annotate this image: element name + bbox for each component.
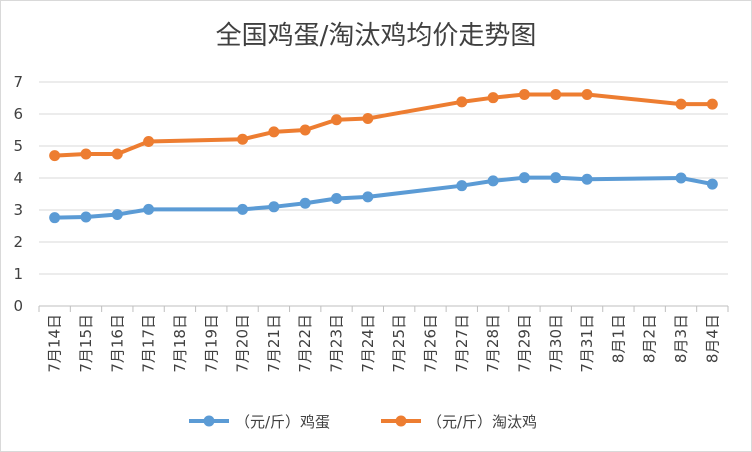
x-tick-label: 8月3日 — [672, 314, 690, 363]
x-tick-label: 7月15日 — [77, 314, 95, 373]
legend-label: （元/斤）鸡蛋 — [235, 413, 330, 431]
x-tick-label: 7月22日 — [296, 314, 314, 373]
data-point — [80, 148, 92, 160]
y-tick-label: 5 — [13, 137, 23, 155]
data-point — [362, 191, 374, 203]
data-point — [49, 150, 61, 162]
data-point — [331, 114, 343, 126]
x-tick-label: 7月18日 — [171, 314, 189, 373]
series-line — [52, 175, 715, 220]
x-tick-label: 7月23日 — [328, 314, 346, 373]
data-point — [237, 133, 249, 145]
x-tick-label: 7月27日 — [453, 314, 471, 373]
y-tick-label: 0 — [13, 297, 23, 315]
data-point — [143, 203, 155, 215]
y-tick-label: 3 — [13, 201, 23, 219]
x-tick-label: 7月24日 — [359, 314, 377, 373]
y-tick-label: 1 — [13, 265, 23, 283]
x-tick-label: 7月14日 — [46, 314, 64, 373]
x-tick-label: 8月1日 — [609, 314, 627, 363]
legend: （元/斤）鸡蛋 （元/斤）淘汰鸡 — [189, 413, 537, 431]
y-axis-labels: 0 1 2 3 4 5 6 7 — [13, 73, 23, 315]
series-1 — [49, 172, 718, 224]
data-point — [487, 92, 499, 104]
x-tick-label: 7月19日 — [202, 314, 220, 373]
x-tick-label: 8月2日 — [641, 314, 659, 363]
x-tick-label: 7月26日 — [421, 314, 439, 373]
x-tick-label: 8月4日 — [703, 314, 721, 363]
data-point — [49, 212, 61, 224]
data-point — [268, 201, 280, 213]
data-point — [706, 98, 718, 110]
data-point — [706, 178, 718, 190]
data-point — [111, 208, 123, 220]
chart-title: 全国鸡蛋/淘汰鸡均价走势图 — [216, 21, 537, 51]
data-point — [518, 88, 530, 100]
series-lines — [49, 88, 718, 224]
data-point — [268, 126, 280, 138]
legend-marker — [203, 415, 215, 427]
y-tick-label: 4 — [13, 169, 23, 187]
y-tick-label: 2 — [13, 233, 23, 251]
data-point — [299, 197, 311, 209]
y-tick-label: 7 — [13, 73, 23, 91]
x-tick-label: 7月21日 — [265, 314, 283, 373]
legend-entry: （元/斤）鸡蛋 — [189, 413, 330, 431]
x-tick-label: 7月20日 — [234, 314, 252, 373]
x-tick-label: 7月30日 — [547, 314, 565, 373]
legend-marker — [395, 415, 407, 427]
legend-label: （元/斤）淘汰鸡 — [427, 413, 537, 431]
y-tick-label: 6 — [13, 105, 23, 123]
data-point — [299, 124, 311, 136]
data-point — [111, 148, 123, 160]
x-tick-label: 7月29日 — [515, 314, 533, 373]
data-point — [456, 96, 468, 108]
data-point — [675, 172, 687, 184]
x-tick-label: 7月25日 — [390, 314, 408, 373]
data-point — [550, 88, 562, 100]
x-axis: 7月14日 7月15日 7月16日 7月17日 7月18日 7月19日 7月20日 7月21日… — [38, 306, 729, 373]
data-point — [581, 88, 593, 100]
data-point — [487, 175, 499, 187]
x-tick-label: 7月31日 — [578, 314, 596, 373]
data-point — [456, 180, 468, 192]
series-line — [52, 92, 715, 158]
x-tick-label: 7月28日 — [484, 314, 502, 373]
legend-entry: （元/斤）淘汰鸡 — [381, 413, 537, 431]
data-point — [362, 112, 374, 124]
data-point — [237, 203, 249, 215]
x-tick-label: 7月17日 — [140, 314, 158, 373]
series-2 — [49, 88, 718, 162]
data-point — [331, 192, 343, 204]
data-point — [550, 172, 562, 184]
data-point — [80, 211, 92, 223]
x-tick-label: 7月16日 — [108, 314, 126, 373]
data-point — [675, 98, 687, 110]
data-point — [581, 173, 593, 185]
data-point — [518, 172, 530, 184]
data-point — [143, 136, 155, 148]
